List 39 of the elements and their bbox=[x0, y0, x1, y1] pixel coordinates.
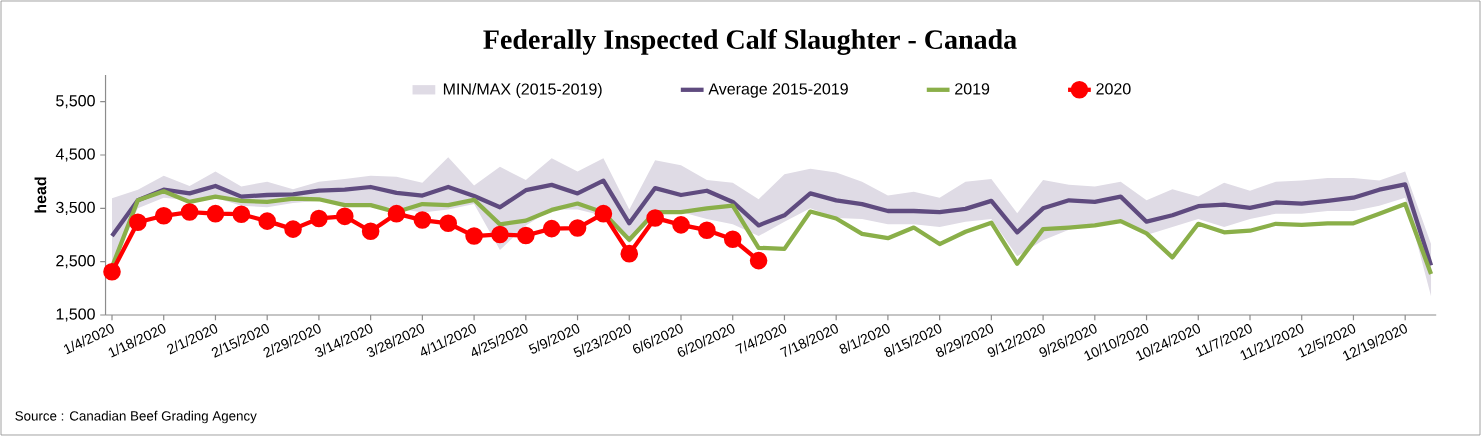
annotation: MIN/MAX (2015-2019) bbox=[443, 83, 602, 98]
legend-label: 2020 bbox=[1096, 83, 1131, 95]
point bbox=[284, 220, 302, 238]
point bbox=[723, 230, 742, 249]
point bbox=[103, 263, 121, 281]
point bbox=[698, 221, 716, 240]
point bbox=[335, 207, 354, 226]
point bbox=[620, 244, 639, 263]
y-tick-label: 2,500 bbox=[56, 255, 95, 269]
y-tick-label: 3,500 bbox=[56, 201, 95, 215]
point bbox=[749, 251, 768, 270]
point bbox=[129, 213, 147, 232]
point bbox=[517, 226, 535, 245]
point bbox=[361, 222, 380, 241]
legend-label: Average 2015-2019 bbox=[708, 83, 848, 98]
point bbox=[154, 206, 173, 225]
point bbox=[258, 212, 276, 230]
y-tick-label: 4,500 bbox=[55, 148, 95, 162]
point bbox=[542, 219, 561, 238]
point bbox=[646, 209, 664, 227]
y-tick-label: 1,500 bbox=[56, 308, 95, 322]
point bbox=[206, 204, 225, 223]
line-series bbox=[109, 178, 1434, 268]
source-note: Source : Canadian Beef Grading Agency bbox=[15, 410, 257, 424]
point bbox=[232, 205, 251, 224]
legend-label: 2019 bbox=[955, 83, 990, 95]
point bbox=[439, 214, 458, 233]
point bbox=[594, 204, 613, 223]
point bbox=[180, 203, 199, 221]
point bbox=[672, 216, 690, 234]
point bbox=[310, 209, 328, 228]
y-tick-label: 5,500 bbox=[56, 95, 95, 109]
point bbox=[568, 219, 587, 237]
point bbox=[465, 227, 483, 245]
y-axis-title: head bbox=[34, 177, 47, 213]
point bbox=[387, 204, 406, 223]
point bbox=[413, 211, 432, 229]
point bbox=[491, 225, 509, 244]
chart-title: Federally Inspected Calf Slaughter - Canada bbox=[483, 29, 1017, 55]
